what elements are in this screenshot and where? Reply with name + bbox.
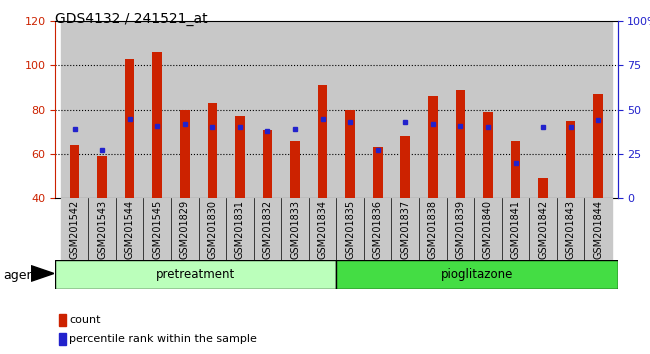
- Bar: [116, 198, 144, 260]
- Bar: [529, 21, 557, 198]
- Bar: [98, 156, 107, 198]
- Bar: [419, 198, 447, 260]
- Text: GSM201840: GSM201840: [483, 200, 493, 259]
- Bar: [566, 121, 575, 198]
- Bar: [70, 145, 79, 198]
- Text: pretreatment: pretreatment: [156, 268, 235, 281]
- Bar: [226, 198, 254, 260]
- Bar: [318, 85, 328, 198]
- Bar: [171, 198, 198, 260]
- Bar: [226, 21, 254, 198]
- Text: GSM201544: GSM201544: [125, 200, 135, 259]
- Bar: [281, 198, 309, 260]
- Text: GSM201545: GSM201545: [152, 200, 162, 259]
- Bar: [557, 21, 584, 198]
- Text: GSM201542: GSM201542: [70, 200, 79, 259]
- Text: agent: agent: [3, 269, 40, 281]
- Text: GSM201837: GSM201837: [400, 200, 410, 259]
- Polygon shape: [31, 266, 54, 281]
- Bar: [337, 21, 364, 198]
- Bar: [593, 94, 603, 198]
- Bar: [58, 314, 66, 326]
- Bar: [391, 21, 419, 198]
- Bar: [58, 333, 66, 346]
- Bar: [447, 198, 474, 260]
- Bar: [60, 198, 88, 260]
- Bar: [511, 141, 521, 198]
- Bar: [144, 21, 171, 198]
- Bar: [198, 21, 226, 198]
- Bar: [235, 116, 245, 198]
- Text: GDS4132 / 241521_at: GDS4132 / 241521_at: [55, 12, 208, 27]
- Bar: [502, 21, 529, 198]
- Text: GSM201839: GSM201839: [456, 200, 465, 259]
- Bar: [290, 141, 300, 198]
- Bar: [502, 198, 529, 260]
- Bar: [116, 21, 144, 198]
- Bar: [88, 21, 116, 198]
- Bar: [529, 198, 557, 260]
- Bar: [428, 97, 437, 198]
- Bar: [364, 21, 391, 198]
- Bar: [474, 21, 502, 198]
- Bar: [584, 21, 612, 198]
- Bar: [263, 130, 272, 198]
- Text: GSM201838: GSM201838: [428, 200, 438, 259]
- Text: GSM201829: GSM201829: [180, 200, 190, 259]
- Bar: [207, 103, 217, 198]
- Bar: [337, 260, 618, 289]
- Text: GSM201831: GSM201831: [235, 200, 245, 259]
- Bar: [144, 198, 171, 260]
- Bar: [171, 21, 198, 198]
- Bar: [254, 198, 281, 260]
- Text: GSM201543: GSM201543: [97, 200, 107, 259]
- Bar: [254, 21, 281, 198]
- Text: GSM201832: GSM201832: [263, 200, 272, 259]
- Bar: [456, 90, 465, 198]
- Text: count: count: [69, 315, 100, 325]
- Text: GSM201841: GSM201841: [510, 200, 521, 259]
- Text: GSM201830: GSM201830: [207, 200, 217, 259]
- Bar: [584, 198, 612, 260]
- Bar: [281, 21, 309, 198]
- Text: GSM201833: GSM201833: [290, 200, 300, 259]
- Bar: [60, 21, 88, 198]
- Bar: [373, 147, 383, 198]
- Text: GSM201835: GSM201835: [345, 200, 355, 259]
- Text: GSM201842: GSM201842: [538, 200, 548, 259]
- Text: GSM201834: GSM201834: [318, 200, 328, 259]
- Bar: [391, 198, 419, 260]
- Bar: [55, 260, 337, 289]
- Bar: [88, 198, 116, 260]
- Text: percentile rank within the sample: percentile rank within the sample: [69, 335, 257, 344]
- Bar: [152, 52, 162, 198]
- Bar: [419, 21, 447, 198]
- Bar: [345, 110, 355, 198]
- Bar: [198, 198, 226, 260]
- Bar: [180, 110, 190, 198]
- Text: pioglitazone: pioglitazone: [441, 268, 513, 281]
- Bar: [364, 198, 391, 260]
- Bar: [337, 198, 364, 260]
- Bar: [125, 59, 135, 198]
- Text: GSM201836: GSM201836: [372, 200, 383, 259]
- Bar: [483, 112, 493, 198]
- Bar: [309, 198, 337, 260]
- Bar: [400, 136, 410, 198]
- Text: GSM201844: GSM201844: [593, 200, 603, 259]
- Bar: [474, 198, 502, 260]
- Bar: [538, 178, 548, 198]
- Bar: [557, 198, 584, 260]
- Text: GSM201843: GSM201843: [566, 200, 576, 259]
- Bar: [309, 21, 337, 198]
- Bar: [447, 21, 474, 198]
